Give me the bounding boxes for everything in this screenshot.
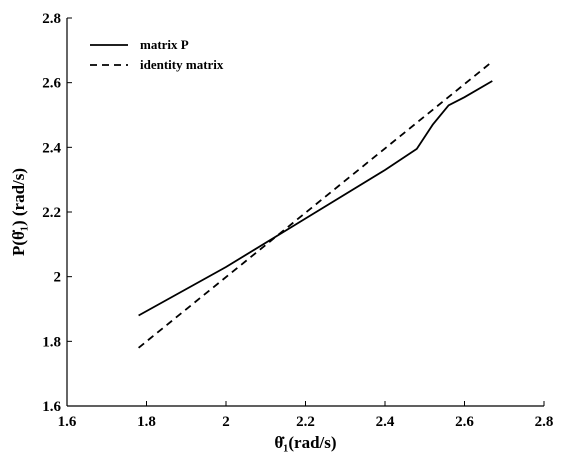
legend-label: matrix P <box>140 37 189 52</box>
y-tick-label: 2.6 <box>42 76 61 92</box>
y-tick-label: 2.2 <box>42 205 61 221</box>
y-axis-label: P(θ̇₁) (rad/s) <box>9 168 28 256</box>
series-line-identity-matrix <box>138 60 493 349</box>
series-line-matrix-p <box>138 80 493 317</box>
legend: matrix P identity matrix <box>90 37 224 72</box>
y-tick-label: 1.8 <box>42 334 61 350</box>
series-lines <box>138 60 493 349</box>
legend-label: identity matrix <box>140 57 224 72</box>
y-axis-ticks: 1.6 1.8 2 2.2 2.4 2.6 2.8 <box>42 11 72 415</box>
x-tick-label: 2.4 <box>376 414 395 430</box>
x-tick-label: 2 <box>222 414 230 430</box>
x-tick-label: 2.6 <box>455 414 474 430</box>
y-tick-label: 2.8 <box>42 11 61 27</box>
y-tick-label: 2.4 <box>42 140 61 156</box>
y-tick-label: 1.6 <box>42 399 61 415</box>
x-axis-ticks: 1.6 1.8 2 2.2 2.4 2.6 2.8 <box>58 401 554 430</box>
x-tick-label: 2.8 <box>535 414 554 430</box>
y-tick-label: 2 <box>54 270 62 286</box>
x-tick-label: 1.8 <box>137 414 156 430</box>
chart-axes <box>66 18 544 407</box>
x-tick-label: 1.6 <box>58 414 77 430</box>
x-axis-label: θ̇₁(rad/s) <box>274 433 336 452</box>
x-tick-label: 2.2 <box>296 414 315 430</box>
